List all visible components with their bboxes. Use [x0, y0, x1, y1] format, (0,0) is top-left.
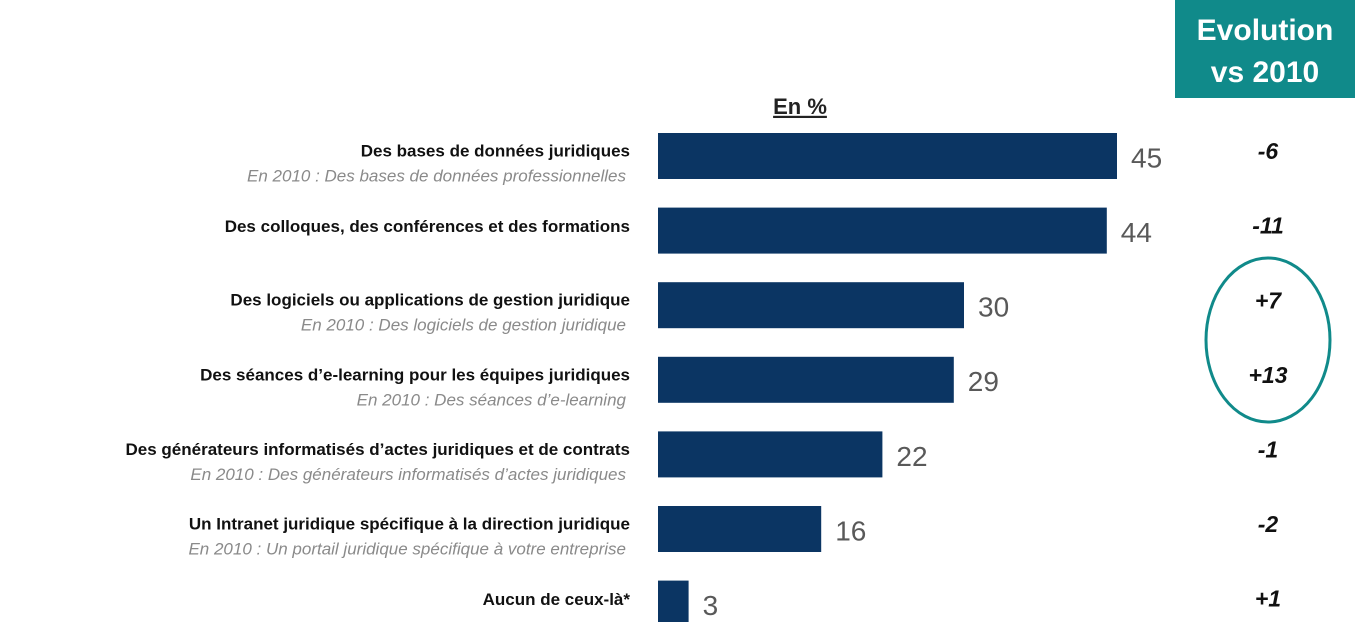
bar — [658, 282, 964, 329]
category-sublabel: En 2010 : Des logiciels de gestion jurid… — [301, 316, 626, 335]
evolution-label: +13 — [1248, 362, 1287, 388]
category-sublabel: En 2010 : Des générateurs informatisés d… — [190, 465, 626, 484]
category-label: Des séances d’e-learning pour les équipe… — [200, 365, 630, 384]
category-label: Des générateurs informatisés d’actes jur… — [126, 440, 631, 459]
bar — [658, 356, 954, 403]
value-label: 22 — [896, 441, 927, 472]
evolution-label: +7 — [1255, 287, 1282, 313]
evolution-title: vs 2010 — [1211, 56, 1319, 89]
value-label: 16 — [835, 515, 866, 546]
bar — [658, 506, 822, 552]
value-label: 29 — [968, 366, 999, 397]
evolution-header — [1175, 0, 1355, 98]
bar — [658, 133, 1117, 179]
evolution-title: Evolution — [1197, 14, 1334, 47]
evolution-label: -1 — [1258, 436, 1278, 462]
category-sublabel: En 2010 : Des séances d’e-learning — [357, 390, 627, 409]
value-label: 44 — [1121, 217, 1152, 248]
category-sublabel: En 2010 : Des bases de données professio… — [247, 166, 626, 185]
evolution-label: +1 — [1255, 586, 1281, 612]
value-label: 30 — [978, 292, 1009, 323]
category-label: Aucun de ceux-là* — [483, 590, 631, 609]
bar — [658, 580, 689, 622]
evolution-label: -11 — [1252, 213, 1284, 239]
category-label: Un Intranet juridique spécifique à la di… — [189, 514, 630, 533]
evolution-label: -2 — [1258, 511, 1279, 537]
value-label: 45 — [1131, 142, 1162, 173]
bar — [658, 207, 1107, 254]
value-label: 3 — [703, 590, 719, 621]
bar — [658, 431, 883, 478]
category-sublabel: En 2010 : Un portail juridique spécifiqu… — [188, 539, 626, 558]
category-label: Des bases de données juridiques — [361, 141, 630, 160]
highlight-ring — [1204, 256, 1332, 424]
category-label: Des colloques, des conférences et des fo… — [225, 217, 630, 236]
axis-label: En % — [773, 94, 827, 119]
category-label: Des logiciels ou applications de gestion… — [230, 291, 630, 310]
evolution-label: -6 — [1258, 138, 1279, 164]
